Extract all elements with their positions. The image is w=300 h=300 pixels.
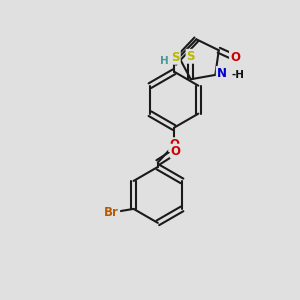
Text: O: O [169, 138, 179, 151]
Text: Br: Br [104, 206, 119, 218]
Text: N: N [217, 67, 227, 80]
Text: -H: -H [232, 70, 244, 80]
Text: O: O [230, 51, 240, 64]
Text: S: S [171, 51, 180, 64]
Text: O: O [171, 145, 181, 158]
Text: S: S [187, 50, 195, 63]
Text: H: H [160, 56, 169, 65]
